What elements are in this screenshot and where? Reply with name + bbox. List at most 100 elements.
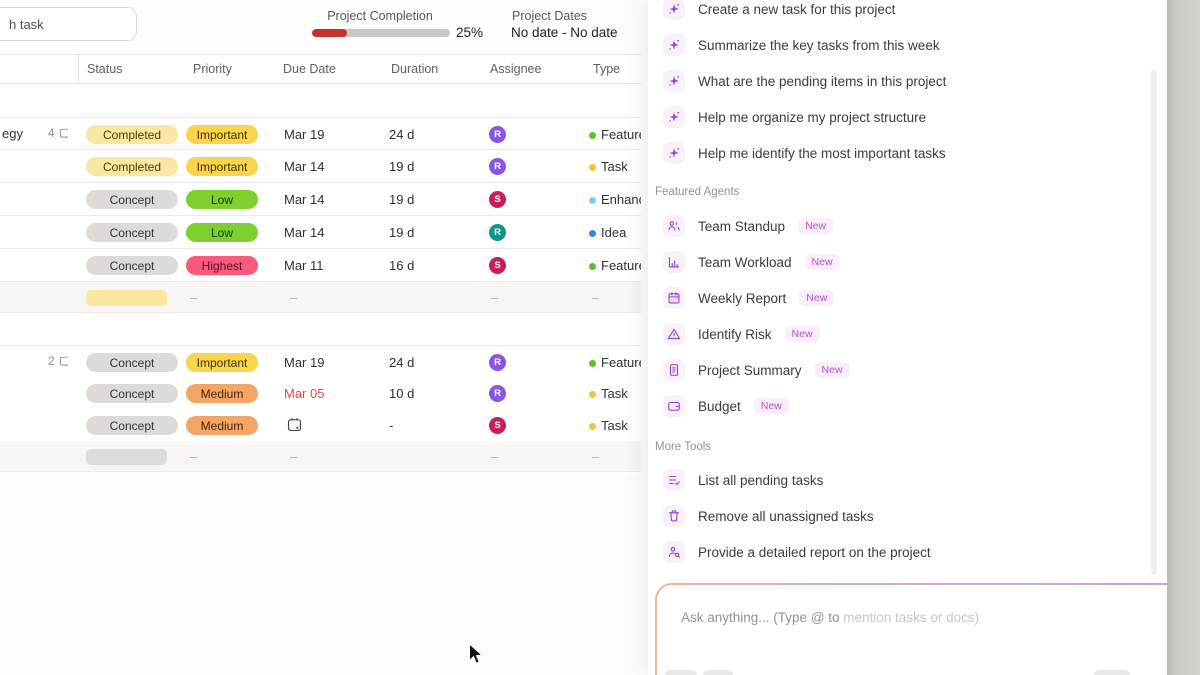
new-badge: New bbox=[814, 362, 850, 378]
priority-badge[interactable]: Important bbox=[186, 157, 258, 176]
set-due-date-button[interactable] bbox=[286, 416, 303, 433]
suggestion-item[interactable]: Summarize the key tasks from this week bbox=[656, 27, 1136, 63]
table-row[interactable]: Concept Medium - S Task bbox=[0, 409, 641, 442]
new-status-placeholder[interactable] bbox=[86, 290, 167, 306]
agent-item-weekly-report[interactable]: Weekly Report New bbox=[656, 280, 1136, 316]
type-label[interactable]: Enhancement bbox=[601, 192, 641, 207]
priority-badge[interactable]: Low bbox=[186, 223, 258, 242]
due-date[interactable]: Mar 19 bbox=[284, 127, 325, 142]
column-header-due-date[interactable]: Due Date bbox=[283, 62, 336, 76]
priority-badge[interactable]: Highest bbox=[186, 256, 258, 275]
sparkle-icon bbox=[663, 0, 685, 20]
column-header-status[interactable]: Status bbox=[87, 62, 123, 76]
due-date[interactable]: Mar 11 bbox=[284, 258, 324, 273]
due-date[interactable]: Mar 14 bbox=[284, 159, 325, 174]
column-header-duration[interactable]: Duration bbox=[391, 62, 439, 76]
suggestion-label: Help me identify the most important task… bbox=[698, 145, 946, 161]
project-dates-label: Project Dates bbox=[512, 9, 588, 23]
table-row[interactable]: Concept Highest Mar 11 16 d S Feature bbox=[0, 249, 641, 282]
table-row[interactable]: 2 Concept Important Mar 19 24 d R Featur… bbox=[0, 345, 641, 378]
search-input[interactable]: h task bbox=[0, 7, 137, 41]
agent-item-identify-risk[interactable]: Identify Risk New bbox=[656, 316, 1136, 352]
tool-item-detailed-report[interactable]: Provide a detailed report on the project bbox=[656, 534, 1136, 570]
assignee-avatar[interactable]: R bbox=[489, 385, 506, 402]
type-label[interactable]: Task bbox=[601, 418, 628, 433]
type-label[interactable]: Feature bbox=[601, 127, 641, 142]
priority-badge[interactable]: Low bbox=[186, 190, 258, 209]
duration: 19 d bbox=[389, 192, 415, 207]
empty-cell: – bbox=[592, 290, 600, 305]
assignee-avatar[interactable]: R bbox=[489, 158, 506, 175]
new-status-placeholder[interactable] bbox=[86, 449, 167, 465]
status-badge[interactable]: Concept bbox=[86, 223, 178, 242]
agent-item-team-workload[interactable]: Team Workload New bbox=[656, 244, 1136, 280]
type-label[interactable]: Feature bbox=[601, 355, 641, 370]
suggestion-label: Create a new task for this project bbox=[698, 1, 896, 17]
assignee-avatar[interactable]: S bbox=[489, 257, 506, 274]
type-dot-icon bbox=[589, 230, 596, 237]
due-date[interactable]: Mar 14 bbox=[284, 225, 325, 240]
assignee-avatar[interactable]: R bbox=[489, 126, 506, 143]
column-header-assignee[interactable]: Assignee bbox=[490, 62, 542, 76]
list-check-icon bbox=[663, 469, 685, 491]
table-header: Status Priority Due Date Duration Assign… bbox=[0, 54, 641, 84]
tool-label: Provide a detailed report on the project bbox=[698, 544, 931, 560]
agent-item-team-standup[interactable]: Team Standup New bbox=[656, 208, 1136, 244]
priority-badge[interactable]: Medium bbox=[186, 384, 258, 403]
status-badge[interactable]: Concept bbox=[86, 416, 178, 435]
type-label[interactable]: Task bbox=[601, 159, 628, 174]
suggestion-item[interactable]: Help me identify the most important task… bbox=[656, 135, 1136, 171]
status-badge[interactable]: Completed bbox=[86, 125, 178, 144]
suggestion-item[interactable]: Create a new task for this project bbox=[656, 0, 1136, 27]
assignee-avatar[interactable]: R bbox=[489, 354, 506, 371]
risk-triangle-icon bbox=[663, 323, 685, 345]
assignee-avatar[interactable]: R bbox=[489, 224, 506, 241]
column-header-priority[interactable]: Priority bbox=[193, 62, 232, 76]
table-row[interactable]: Completed Important Mar 14 19 d R Task bbox=[0, 150, 641, 183]
add-task-row[interactable]: – – – – bbox=[0, 441, 641, 472]
tool-item-remove-unassigned[interactable]: Remove all unassigned tasks bbox=[656, 498, 1136, 534]
assignee-avatar[interactable]: S bbox=[489, 191, 506, 208]
suggestion-item[interactable]: Help me organize my project structure bbox=[656, 99, 1136, 135]
table-row[interactable]: egy 4 Completed Important Mar 19 24 d R … bbox=[0, 117, 641, 150]
status-badge[interactable]: Concept bbox=[86, 256, 178, 275]
type-label[interactable]: Feature bbox=[601, 258, 641, 273]
add-task-row[interactable]: – – – – bbox=[0, 282, 641, 313]
featured-agents-heading: Featured Agents bbox=[655, 186, 740, 198]
type-dot-icon bbox=[589, 423, 596, 430]
due-date-overdue[interactable]: Mar 05 bbox=[284, 386, 325, 401]
agent-item-budget[interactable]: Budget New bbox=[656, 388, 1136, 424]
agent-item-project-summary[interactable]: Project Summary New bbox=[656, 352, 1136, 388]
priority-badge[interactable]: Important bbox=[186, 125, 258, 144]
assignee-avatar[interactable]: S bbox=[489, 417, 506, 434]
due-date[interactable]: Mar 19 bbox=[284, 355, 325, 370]
type-label[interactable]: Task bbox=[601, 386, 628, 401]
composer-button-partial[interactable] bbox=[665, 670, 697, 675]
table-row[interactable]: Concept Low Mar 14 19 d R Idea bbox=[0, 216, 641, 249]
status-badge[interactable]: Concept bbox=[86, 190, 178, 209]
sparkle-icon bbox=[663, 70, 685, 92]
composer-button-partial[interactable] bbox=[703, 670, 733, 675]
priority-badge[interactable]: Medium bbox=[186, 416, 258, 435]
type-label[interactable]: Idea bbox=[601, 225, 627, 240]
type-dot-icon bbox=[589, 197, 596, 204]
priority-badge[interactable]: Important bbox=[186, 353, 258, 372]
tool-item-list-pending[interactable]: List all pending tasks bbox=[656, 462, 1136, 498]
subtask-count: 4 bbox=[48, 126, 78, 140]
status-badge[interactable]: Concept bbox=[86, 384, 178, 403]
composer-border: Ask anything... (Type @ to mention tasks… bbox=[655, 583, 1200, 675]
due-date[interactable]: Mar 14 bbox=[284, 192, 325, 207]
duration: 24 d bbox=[389, 355, 415, 370]
panel-scrollbar[interactable] bbox=[1151, 70, 1157, 575]
table-row[interactable]: Concept Low Mar 14 19 d S Enhancement bbox=[0, 183, 641, 216]
window-edge-scrollbar-gutter[interactable] bbox=[1167, 0, 1200, 675]
ask-anything-input[interactable]: Ask anything... (Type @ to mention tasks… bbox=[657, 585, 1200, 675]
status-badge[interactable]: Concept bbox=[86, 353, 178, 372]
composer-send-button-partial[interactable] bbox=[1094, 670, 1130, 675]
status-badge[interactable]: Completed bbox=[86, 157, 178, 176]
suggestion-item[interactable]: What are the pending items in this proje… bbox=[656, 63, 1136, 99]
project-dates-value[interactable]: No date - No date bbox=[511, 25, 618, 40]
column-header-type[interactable]: Type bbox=[593, 62, 621, 76]
table-row[interactable]: Concept Medium Mar 05 10 d R Task bbox=[0, 377, 641, 410]
